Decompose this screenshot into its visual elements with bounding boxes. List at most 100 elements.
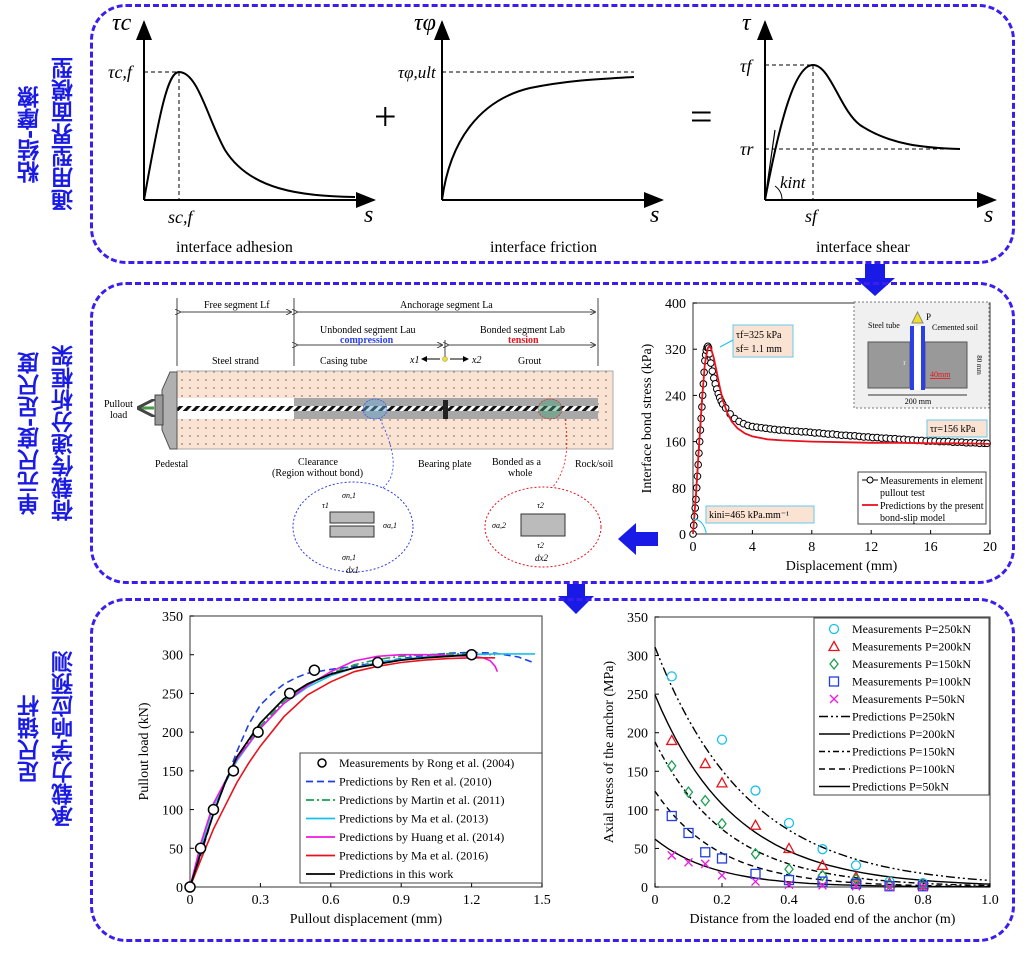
y-tick-label: 150	[627, 765, 648, 780]
x-tick-label: 0	[187, 893, 194, 908]
y-tick-label: 150	[162, 765, 183, 780]
friction-y-label: τφ	[414, 10, 436, 36]
measurement-point	[818, 880, 827, 890]
prediction-line	[654, 646, 991, 882]
measurement-point	[829, 694, 839, 704]
pullout-load-chart: 0 0.3 0.6 0.9 1.2 1.5 0 50 100 150 200 250 300 350 Pul…	[137, 610, 551, 927]
steel-strand-label: Steel strand	[212, 356, 259, 367]
equals-sign: =	[690, 94, 713, 139]
shear-residual-label: τr	[740, 139, 754, 159]
bonded-whole-label-2: whole	[508, 468, 533, 479]
grout-label: Grout	[518, 356, 542, 367]
legend-label: Measurements P=150kN	[852, 657, 971, 671]
measurement-point	[699, 757, 712, 769]
legend-label: Predictions by Ren et al. (2010)	[339, 775, 492, 789]
y-tick-label: 160	[665, 436, 686, 451]
y-tick-label: 200	[162, 726, 183, 741]
bond-slip-chart: 0 4 8 12 16 20 0 80 160 240 320 400 Displacement (mm…	[640, 297, 997, 574]
y-tick-label: 400	[665, 297, 686, 312]
measurement-point	[683, 786, 694, 799]
legend-box	[813, 617, 990, 796]
prediction-line	[654, 838, 990, 888]
bearing-plate-label: Bearing plate	[418, 459, 472, 470]
measurement-point	[283, 687, 296, 700]
y-tick-label: 320	[665, 343, 686, 358]
inset-cemented-soil-label: Cemented soil	[932, 323, 979, 332]
arrow-left-icon	[618, 523, 658, 555]
clearance-label-2: (Region without bond)	[272, 468, 363, 479]
legend-label: Predictions by Martin et al. (2011)	[339, 793, 505, 807]
measurement-point	[683, 827, 694, 839]
adhesion-x-label: s	[364, 202, 373, 228]
annotation-k-arc	[692, 518, 707, 535]
pullout-load-label-2: load	[110, 410, 127, 421]
y-tick-label: 350	[162, 610, 183, 625]
y-tick-label: 300	[627, 650, 648, 665]
friction-x-label: s	[650, 202, 659, 228]
inset-steel-tube-label: Steel tube	[868, 321, 900, 330]
anchor-schematic: Free segment Lf Anchorage segment La Unb…	[104, 298, 614, 575]
friction-curve	[441, 76, 635, 201]
legend-label: Measurements P=50kN	[852, 692, 965, 706]
pullout-load-label: Pullout	[104, 399, 133, 410]
legend-measurement-label-2: pullout test	[880, 488, 925, 499]
y-tick-label: 100	[627, 804, 648, 819]
inset-soil-left	[867, 341, 911, 389]
x-tick-label: 0.6	[322, 893, 340, 908]
legend-label: Predictions P=50kN	[852, 780, 949, 794]
x-tick-label: 4	[749, 540, 756, 555]
measurement-point	[784, 880, 794, 890]
legend-prediction-label: Predictions by the present	[880, 501, 984, 512]
legend-label: Predictions P=200kN	[852, 727, 955, 741]
x2-label: x2	[471, 355, 481, 366]
x-tick-label: 0.9	[392, 893, 410, 908]
legend-label: Predictions by Ma et al. (2013)	[339, 812, 488, 826]
shear-plot: τ τf τr kint sf s interface shear	[740, 10, 997, 256]
element1-sigma-a: σa,1	[383, 521, 397, 530]
element2-dx: dx2	[535, 553, 548, 563]
adhesion-peak-label: τc,f	[108, 62, 135, 82]
legend-label: Predictions in this work	[339, 867, 453, 881]
prediction-line	[654, 694, 991, 885]
side-label-line2: 承载力学响应预测	[52, 651, 77, 827]
legend-marker	[317, 758, 327, 768]
x-tick-label: 1.0	[981, 893, 999, 908]
clearance-label: Clearance	[298, 457, 339, 468]
element1-tau: τ1	[322, 501, 329, 510]
measurement-point	[717, 817, 727, 830]
rock-soil-label: Rock/soil	[575, 459, 614, 470]
legend-label: Measurements by Rong et al. (2004)	[339, 756, 514, 770]
shear-x-mark: sf	[805, 206, 820, 226]
measurement-point	[851, 881, 861, 891]
plus-sign: +	[374, 94, 397, 139]
x-tick-label: 8	[808, 540, 815, 555]
element2-tau-bottom: τ2	[537, 541, 544, 550]
measurement-point	[885, 882, 894, 892]
legend-box	[299, 752, 543, 884]
plot-frame	[189, 615, 543, 888]
x-tick-label: 12	[864, 540, 878, 555]
measurement-point	[665, 734, 678, 746]
shear-curve	[764, 63, 961, 201]
annotation-residual-box	[926, 419, 988, 438]
measurement-point	[684, 857, 693, 867]
bonded-segment-label: Bonded segment Lab	[480, 325, 565, 336]
inset-soil-right	[924, 341, 968, 389]
measurement-point	[750, 847, 761, 860]
adhesion-curve	[143, 70, 356, 201]
y-tick-label: 50	[169, 842, 183, 857]
side-label-line1: 单元尺度-足尺度	[18, 351, 43, 515]
y-axis-label: Interface bond stress (kPa)	[640, 343, 655, 493]
measurement-point	[784, 863, 794, 876]
adhesion-x-mark: sc,f	[168, 207, 195, 227]
x-tick-label: 1.5	[533, 893, 551, 908]
anchorage-segment-label: Anchorage segment La	[400, 300, 493, 311]
measurement-point	[700, 847, 711, 858]
measurement-point	[884, 881, 895, 892]
measurement-point	[851, 873, 861, 886]
y-tick-label: 0	[176, 881, 183, 896]
friction-plot: τφ τφ,ult s interface friction	[398, 10, 664, 256]
y-tick-label: 50	[634, 842, 648, 857]
x-tick-label: 0.2	[713, 893, 731, 908]
measurement-point	[850, 878, 862, 890]
